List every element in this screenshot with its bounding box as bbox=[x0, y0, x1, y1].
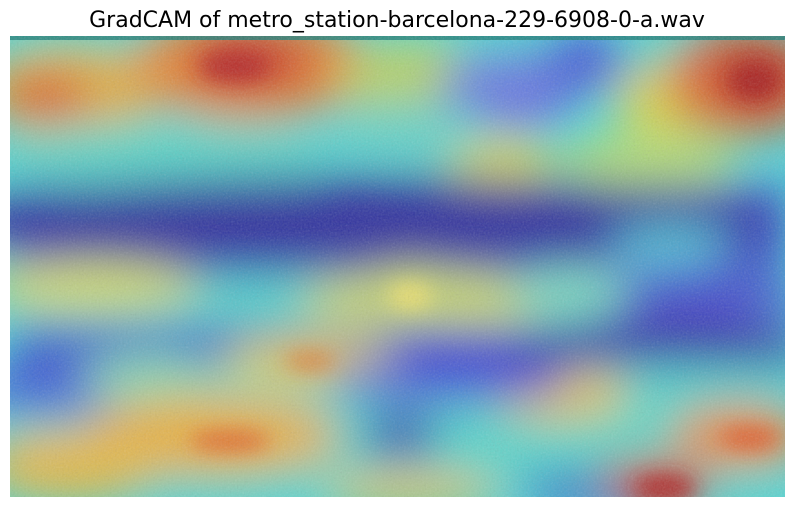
gradcam-heatmap-image bbox=[10, 36, 785, 497]
figure-title: GradCAM of metro_station-barcelona-229-6… bbox=[89, 8, 705, 33]
